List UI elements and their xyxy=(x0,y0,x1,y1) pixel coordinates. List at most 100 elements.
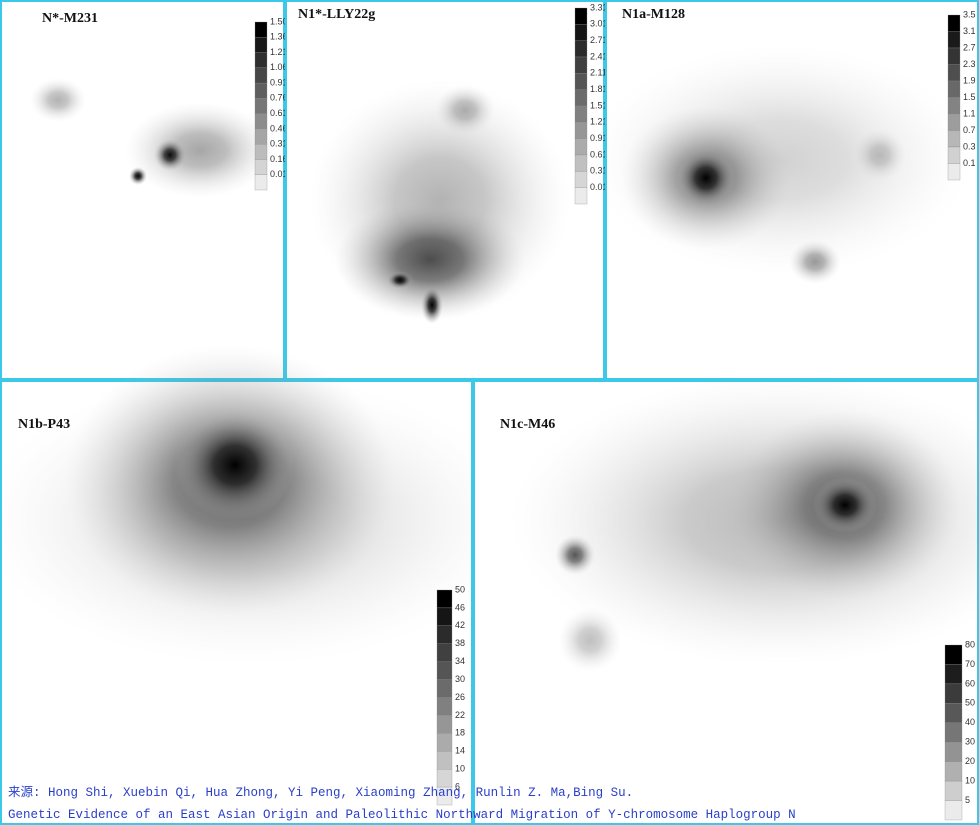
density-region xyxy=(154,139,186,171)
legend-swatch xyxy=(944,761,963,782)
legend-label: 80 xyxy=(965,639,975,649)
legend-label: 1.50 xyxy=(270,16,288,26)
legend-swatch xyxy=(947,80,961,98)
density-region xyxy=(335,200,525,320)
legend-label: 50 xyxy=(965,698,975,708)
legend-label: 2.11 xyxy=(590,68,607,78)
legend-swatch xyxy=(436,786,453,806)
legend-swatch xyxy=(947,31,961,49)
legend-label: 1.5 xyxy=(963,92,976,102)
density-region xyxy=(30,78,86,122)
legend-swatch xyxy=(574,56,588,74)
legend-swatch xyxy=(944,800,963,821)
legend-swatch xyxy=(944,664,963,685)
legend-label: 46 xyxy=(455,602,465,612)
legend-label: 70 xyxy=(965,659,975,669)
density-region xyxy=(789,240,841,284)
legend-label: 2.7 xyxy=(963,42,976,52)
legend-swatch xyxy=(947,97,961,115)
legend-swatch xyxy=(574,187,588,205)
legend-swatch xyxy=(944,780,963,801)
panel-frame xyxy=(0,0,285,380)
legend-label: 3.1 xyxy=(963,26,976,36)
legend-label: 30 xyxy=(455,674,465,684)
legend-swatch xyxy=(436,715,453,734)
density-region xyxy=(129,167,147,185)
legend-swatch xyxy=(574,171,588,188)
legend-swatch xyxy=(436,769,453,788)
legend-swatch xyxy=(436,625,453,644)
legend-label: 30 xyxy=(965,737,975,747)
legend-label: 10 xyxy=(455,764,465,774)
legend-label: 40 xyxy=(965,717,975,727)
panel-title: N*-M231 xyxy=(42,11,98,26)
map-panel: N1*-LLY22g 3.31 3.01 2.71 2.41 2.11 1.81 1.51 1.… xyxy=(285,0,608,380)
legend-swatch xyxy=(436,661,453,680)
legend-swatch xyxy=(947,113,961,131)
legend-label: 0.91 xyxy=(270,77,288,87)
legend-label: 0.61 xyxy=(270,108,288,118)
map-panel: N1a-M128 3.5 3.1 2.7 2.3 1.9 1.5 1.1 0.7 0.3 0.1 xyxy=(590,0,979,380)
density-region xyxy=(387,271,413,289)
legend-label: 0.76 xyxy=(270,93,288,103)
legend-swatch xyxy=(254,174,268,191)
legend-swatch xyxy=(574,7,588,25)
panel-title: N1c-M46 xyxy=(500,417,555,432)
map-panel: N*-M231 1.50 1.36 1.21 1.06 0.91 0.76 0.61 0.46 0… xyxy=(0,0,288,380)
legend-swatch xyxy=(947,146,961,164)
legend-swatch xyxy=(436,643,453,662)
legend-swatch xyxy=(254,144,268,160)
legend-swatch xyxy=(947,64,961,82)
legend-label: 6 xyxy=(455,781,460,791)
map-panel: N1c-M46 80 70 60 50 40 30 20 10 5 xyxy=(473,375,979,825)
caption-line: Genetic Evidence of an East Asian Origin… xyxy=(8,808,796,822)
legend-label: 1.21 xyxy=(590,117,608,127)
legend-swatch xyxy=(947,47,961,65)
legend-swatch xyxy=(574,24,588,41)
legend-label: 3.01 xyxy=(590,19,608,29)
legend-swatch xyxy=(574,89,588,107)
legend-swatch xyxy=(254,98,268,114)
legend-label: 42 xyxy=(455,620,465,630)
legend-swatch xyxy=(254,113,268,130)
density-region xyxy=(175,410,295,520)
legend-label: 2.41 xyxy=(590,51,608,61)
legend-label: 22 xyxy=(455,710,465,720)
legend-swatch xyxy=(944,742,963,762)
legend-swatch xyxy=(436,679,453,698)
legend-label: 2.71 xyxy=(590,35,608,45)
legend-label: 10 xyxy=(965,775,975,785)
legend-label: 60 xyxy=(965,678,975,688)
legend-swatch xyxy=(944,644,963,665)
legend-label: 1.06 xyxy=(270,62,288,72)
legend-label: 18 xyxy=(455,728,465,738)
legend-swatch xyxy=(574,122,588,139)
legend-swatch xyxy=(254,159,268,175)
density-region xyxy=(676,148,736,208)
legend-label: 3.5 xyxy=(963,9,976,19)
legend-label: 1.36 xyxy=(270,32,288,42)
legend-swatch xyxy=(574,138,588,156)
legend-label: 50 xyxy=(455,584,465,594)
legend-swatch xyxy=(254,52,268,68)
legend-label: 2.3 xyxy=(963,59,976,69)
legend-label: 0.46 xyxy=(270,123,288,133)
density-region xyxy=(854,129,906,181)
legend-label: 1.51 xyxy=(590,100,608,110)
legend-label: 0.1 xyxy=(963,158,976,168)
legend-swatch xyxy=(944,683,963,704)
legend-label: 20 xyxy=(965,756,975,766)
legend-label: 0.3 xyxy=(963,141,976,151)
legend-label: 0.01 xyxy=(270,169,288,179)
legend-label: 34 xyxy=(455,656,465,666)
legend-swatch xyxy=(944,703,963,723)
legend-swatch xyxy=(436,751,453,770)
legend-label: 14 xyxy=(455,746,465,756)
legend-swatch xyxy=(947,163,961,181)
legend-label: 0.31 xyxy=(270,139,288,149)
panel-title: N1b-P43 xyxy=(18,417,70,432)
legend-swatch xyxy=(436,733,453,752)
legend-swatch xyxy=(254,37,268,53)
legend-swatch xyxy=(254,21,268,38)
